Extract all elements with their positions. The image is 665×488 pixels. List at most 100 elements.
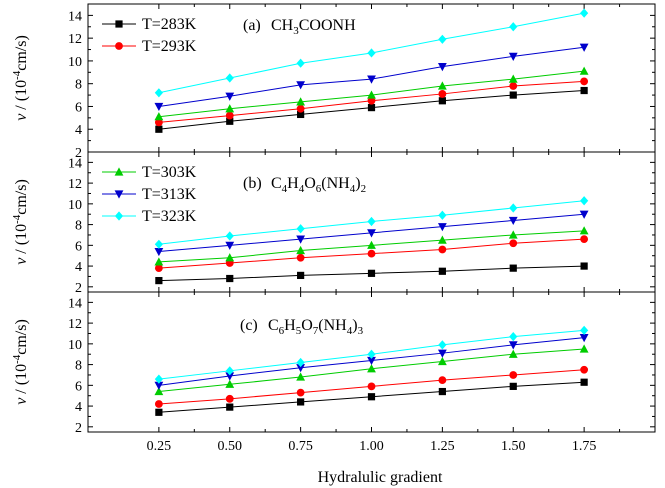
data-point: [579, 43, 589, 52]
data-point: [367, 393, 376, 401]
data-point: [580, 365, 589, 374]
data-point: [509, 22, 518, 32]
panel-label: (a): [243, 17, 261, 34]
data-point: [296, 357, 305, 368]
data-point: [154, 386, 164, 396]
y-tick-label: 4: [75, 400, 82, 415]
y-tick-label: 10: [68, 198, 82, 213]
data-point: [509, 82, 518, 90]
data-point: [296, 364, 306, 373]
x-tick-label: 1.00: [359, 439, 384, 454]
data-point: [225, 366, 234, 376]
data-point: [579, 344, 589, 353]
data-point: [437, 63, 447, 72]
data-point: [580, 262, 588, 270]
legend-label: T=283K: [142, 16, 197, 33]
data-point: [509, 371, 518, 379]
data-point: [154, 264, 163, 273]
data-point: [154, 381, 164, 390]
y-tick-label: 10: [68, 338, 82, 353]
legend-marker: [115, 42, 123, 50]
data-point: [437, 349, 447, 358]
y-tick-label: 2: [75, 281, 82, 296]
data-point: [438, 376, 447, 385]
y-tick-label: 2: [75, 421, 82, 436]
data-point: [225, 241, 235, 250]
data-point: [155, 125, 163, 133]
data-point: [437, 223, 447, 232]
series-t-313k: [154, 210, 589, 257]
compound-formula: C6H5O7(NH4)3: [268, 317, 364, 337]
chart-panel-b: 2 4 6 8 10 12 14 v / (10-4cm/s) T=303K T=313K T=32…: [11, 151, 656, 296]
data-point: [226, 274, 234, 283]
data-point: [367, 269, 376, 277]
legend-label: T=313K: [142, 186, 197, 203]
data-point: [438, 97, 446, 105]
data-point: [154, 102, 164, 112]
compound-formula: C4H4O6(NH4)2: [271, 175, 366, 195]
chart-panel-c: 2 4 6 8 10 12 14 0.25 0.50 0.75 1.00 1.25 1.50 1.75 v …: [11, 291, 656, 454]
data-point: [579, 334, 589, 343]
data-point: [580, 235, 589, 244]
data-point: [154, 112, 164, 121]
data-point: [225, 231, 234, 241]
data-point: [367, 356, 376, 366]
compound-formula: CH3COONH: [271, 17, 356, 37]
series-t-313k: [154, 43, 589, 112]
data-point: [367, 229, 376, 238]
data-point: [226, 403, 234, 411]
data-point: [225, 379, 235, 388]
x-tick-label: 1.75: [572, 439, 597, 454]
data-point: [367, 104, 376, 112]
series-t-303k: [154, 66, 589, 121]
series-t-323k: [154, 8, 589, 98]
data-point: [508, 349, 518, 358]
data-point: [296, 253, 305, 262]
data-point: [438, 387, 446, 396]
y-tick-label: 4: [75, 123, 82, 138]
y-tick-label: 8: [75, 78, 82, 93]
x-tick-label: 1.50: [501, 439, 526, 454]
series-t-283k: [155, 378, 588, 416]
data-point: [367, 364, 376, 373]
y-tick-label: 2: [75, 146, 82, 161]
data-point: [580, 86, 588, 95]
data-point: [154, 239, 163, 249]
series-t-323k: [154, 325, 589, 384]
data-point: [367, 240, 376, 249]
legend-label: T=303K: [142, 164, 197, 181]
y-tick-label: 6: [75, 239, 82, 254]
data-point: [296, 97, 306, 106]
legend-label: T=293K: [142, 38, 197, 55]
x-tick-label: 0.75: [288, 439, 313, 454]
panel-label: (c): [240, 317, 258, 334]
data-point: [580, 8, 589, 18]
data-point: [225, 104, 235, 113]
legend-marker: [115, 20, 123, 28]
data-point: [508, 216, 518, 226]
x-tick-label: 0.50: [218, 439, 243, 454]
data-point: [296, 235, 306, 244]
legend: T=283K T=293K: [102, 16, 197, 55]
data-point: [579, 210, 589, 219]
legend-label: T=323K: [142, 208, 197, 225]
series-t-313k: [154, 334, 589, 390]
data-point: [580, 378, 588, 386]
data-point: [297, 271, 305, 280]
data-point: [296, 104, 305, 113]
data-point: [437, 356, 447, 366]
series-t-283k: [155, 262, 588, 285]
data-point: [154, 257, 164, 266]
y-tick-label: 12: [68, 32, 82, 47]
y-tick-label: 12: [68, 317, 82, 332]
x-tick-label: 0.25: [147, 439, 172, 454]
data-point: [367, 96, 376, 105]
data-point: [154, 88, 163, 98]
data-point: [155, 408, 163, 416]
data-point: [297, 398, 305, 406]
y-tick-label: 12: [68, 177, 82, 192]
data-point: [296, 224, 305, 234]
legend-marker: [114, 211, 124, 221]
data-point: [225, 253, 235, 262]
